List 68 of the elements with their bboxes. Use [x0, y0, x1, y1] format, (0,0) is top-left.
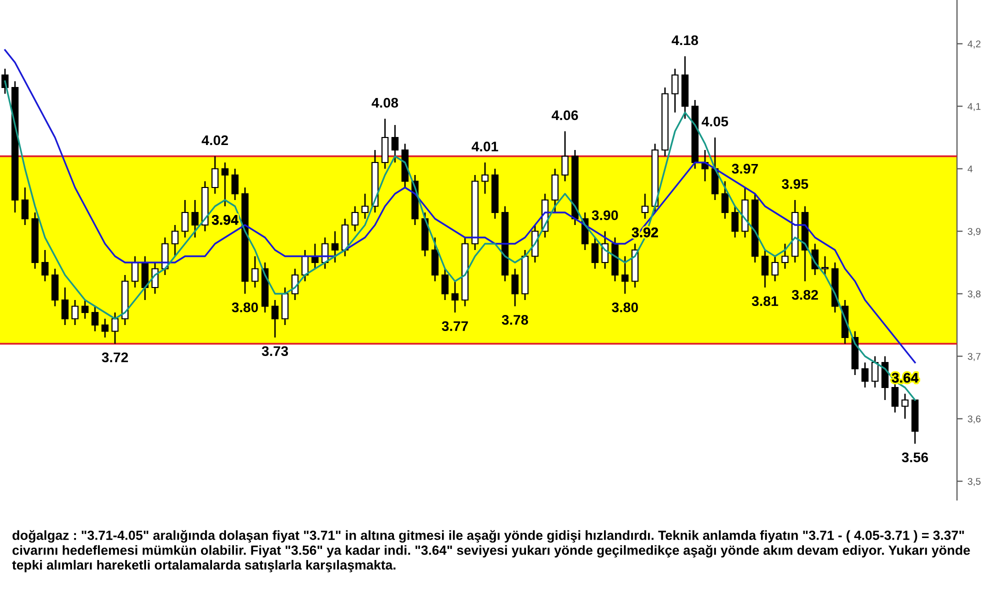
- candlestick: [101, 318, 109, 338]
- annotation: 3.73: [262, 346, 288, 356]
- candlestick: [61, 286, 69, 326]
- annotation: 4.08: [372, 98, 398, 108]
- annotation: 3.95: [782, 179, 808, 189]
- candlestick: [771, 256, 779, 282]
- candlestick: [391, 124, 399, 164]
- candlestick: [561, 130, 569, 182]
- candlestick: [621, 256, 629, 294]
- y-tick-label: 3,9: [968, 228, 980, 236]
- annotation: 3.90: [592, 210, 618, 220]
- y-tick-label: 3,8: [968, 290, 981, 299]
- candlestick: [781, 243, 789, 270]
- candlestick: [441, 268, 449, 301]
- annotation: 3.56: [902, 452, 928, 462]
- candlestick: [41, 249, 49, 282]
- candlestick: [821, 256, 829, 276]
- candlestick: [251, 256, 259, 288]
- candlestick: [731, 206, 739, 238]
- y-tick-label: 4,2: [968, 40, 980, 49]
- candlestick: [131, 256, 139, 288]
- candlestick: [671, 68, 679, 114]
- candlestick: [481, 162, 489, 194]
- candlestick: [91, 306, 99, 332]
- annotation: 3.81: [752, 296, 778, 306]
- candlestick: [221, 162, 229, 207]
- line-series: [4, 49, 916, 364]
- candlestick: [231, 168, 239, 201]
- annotation: 3.80: [232, 302, 258, 312]
- candlestick: [171, 224, 179, 257]
- text: doğalgaz : "3.71-4.05" aralığında dolaşan fiyat "3.71" in altına gitmesi ile aşağı yönde gidişi hızlandırdı. Teknik anlamda fiyatın "3.71 - ( 4.05-3.71 ) = 3.37" civarını hedeflemesi mümkün olabilir. Fiyat "3.56" ya kadar indi. "3.64" seviyesi yukarı yönde geçilmedikçe aşağı yönde akım devam ediyor. Yukarı yönde tepki alımları hareketli ortalamalarda satışlarla karşılaşmakta.: [12, 530, 970, 572]
- candlestick: [71, 299, 79, 326]
- y-tick-label: 4: [968, 166, 973, 172]
- candlestick: [331, 230, 339, 264]
- candlestick: [361, 193, 369, 220]
- candlestick: [511, 268, 519, 307]
- annotation: 3.80: [612, 302, 638, 312]
- annotation: 3.72: [102, 352, 128, 362]
- candlestick: [901, 393, 909, 420]
- candlestick: [591, 236, 599, 270]
- annotation: 4.05: [702, 116, 728, 126]
- annotation: 3.77: [442, 321, 468, 332]
- candlestick: [451, 280, 459, 314]
- annotation: 3.97: [732, 164, 758, 174]
- candlestick: [861, 362, 869, 388]
- annotation: 4.06: [552, 110, 578, 120]
- candlestick: [111, 312, 119, 344]
- y-tick-label: 3,6: [968, 415, 981, 424]
- annotation: 4.18: [672, 35, 698, 46]
- candlestick: [351, 206, 359, 232]
- candlestick: [181, 199, 189, 238]
- y-tick-label: 3,7: [968, 352, 980, 362]
- annotation: 4.02: [202, 135, 228, 146]
- y-tick-label: 3,5: [968, 478, 981, 486]
- candlestick: [21, 186, 29, 226]
- candlestick: [211, 156, 219, 194]
- candlestick: [761, 249, 769, 288]
- y-tick-label: 4,1: [968, 103, 980, 112]
- candlestick: [271, 299, 279, 338]
- annotation: 3.94: [212, 214, 238, 225]
- candlestick: [641, 193, 649, 220]
- candlestick: [191, 199, 199, 238]
- annotation: 3.78: [502, 314, 528, 325]
- annotation: 4.01: [472, 142, 498, 152]
- candlestick: [81, 299, 89, 320]
- annotation: 3.82: [792, 290, 818, 300]
- candlestick: [721, 180, 729, 220]
- candlestick: [871, 356, 879, 388]
